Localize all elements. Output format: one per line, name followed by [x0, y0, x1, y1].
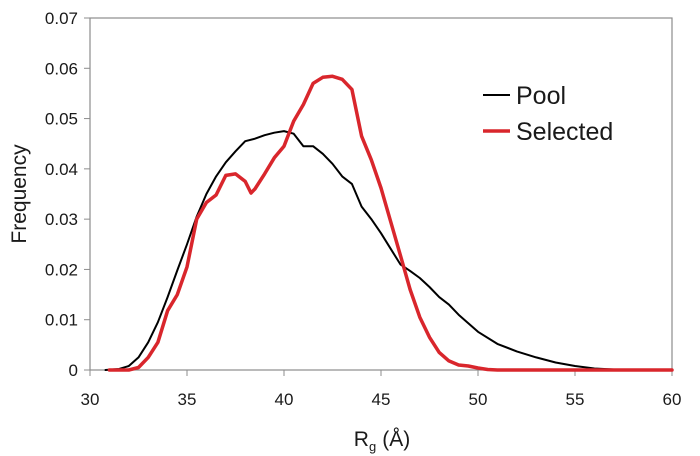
- y-tick-label: 0.04: [45, 160, 78, 179]
- y-tick-label: 0: [69, 361, 78, 380]
- x-tick-label: 45: [372, 390, 391, 409]
- legend-label-pool: Pool: [516, 82, 566, 110]
- x-tick-label: 35: [178, 390, 197, 409]
- y-tick-label: 0.06: [45, 59, 78, 78]
- x-axis-title-main: R: [354, 428, 369, 451]
- x-axis-title-subscript: g: [369, 439, 376, 454]
- x-axis: 30 35 40 45 50 55 60: [81, 370, 682, 409]
- series-line-pool: [104, 130, 673, 371]
- legend: Pool Selected: [483, 82, 613, 146]
- y-tick-label: 0.02: [45, 260, 78, 279]
- y-tick-label: 0.03: [45, 210, 78, 229]
- x-tick-label: 40: [275, 390, 294, 409]
- y-tick-label: 0.01: [45, 311, 78, 330]
- x-tick-label: 30: [81, 390, 100, 409]
- series-line-selected: [107, 74, 674, 372]
- y-tick-label: 0.07: [45, 9, 78, 28]
- x-tick-label: 55: [566, 390, 585, 409]
- x-tick-label: 50: [469, 390, 488, 409]
- x-tick-label: 60: [663, 390, 682, 409]
- legend-label-selected: Selected: [516, 118, 613, 146]
- x-axis-title-unit: (Å): [382, 428, 410, 451]
- y-tick-label: 0.05: [45, 110, 78, 129]
- y-axis-title: Frequency: [8, 144, 31, 244]
- y-axis: 0 0.01 0.02 0.03 0.04 0.05 0.06 0.07: [45, 9, 90, 380]
- series-layer: [104, 74, 674, 372]
- x-axis-title: Rg (Å): [354, 428, 410, 454]
